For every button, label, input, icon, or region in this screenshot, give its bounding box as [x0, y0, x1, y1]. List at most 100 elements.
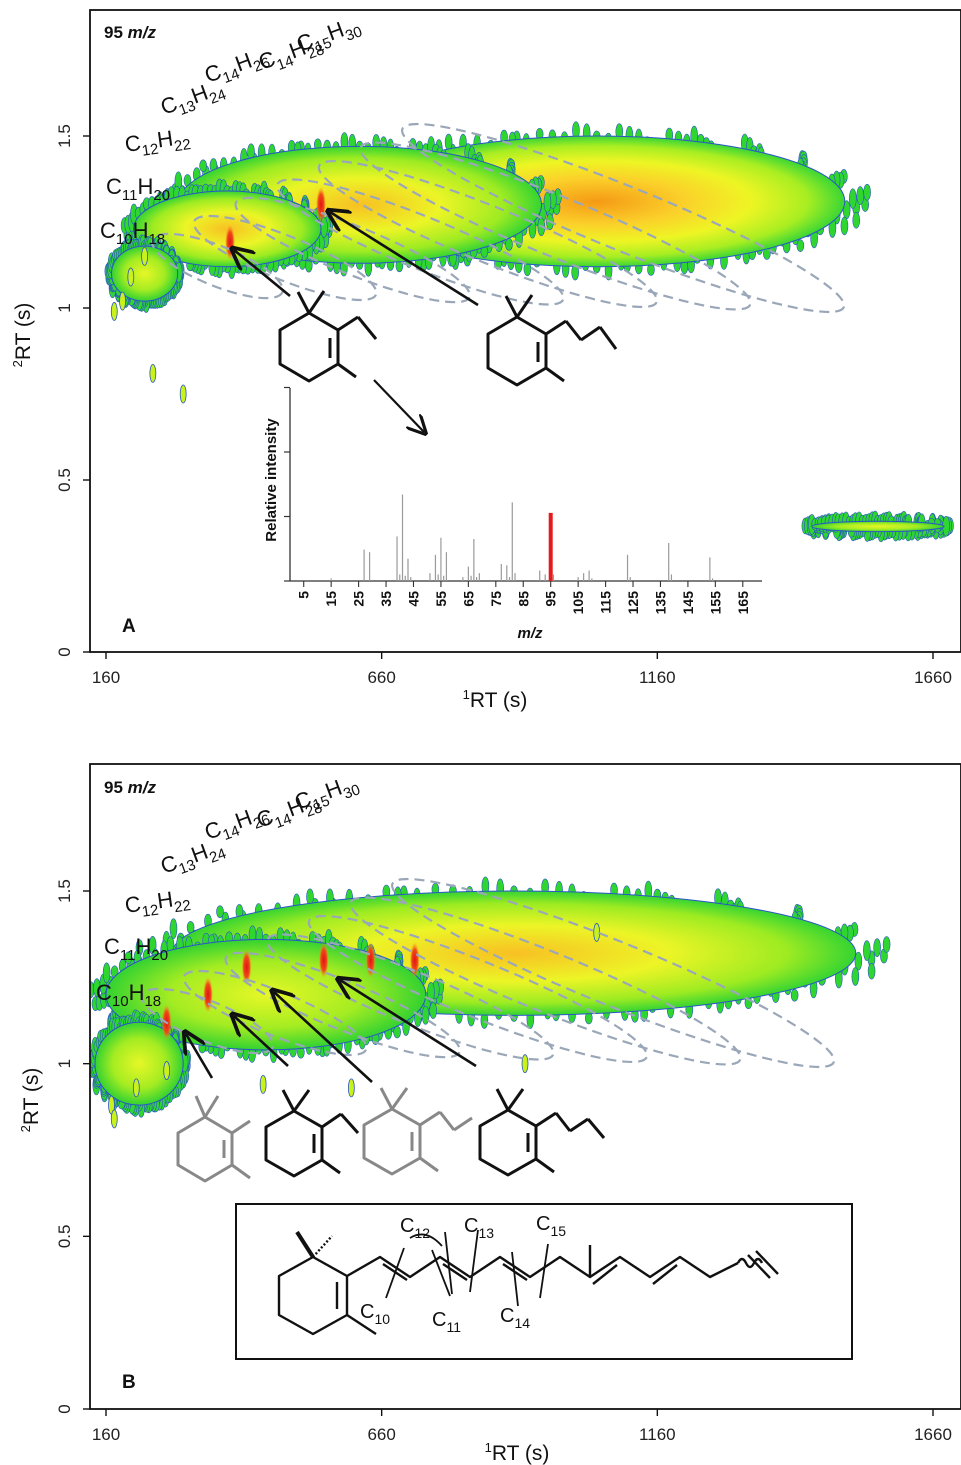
- y-tick-label: 0: [55, 1404, 74, 1413]
- intensity-blob: [111, 245, 179, 302]
- panel-a-arrow-2: [330, 212, 479, 307]
- panel-b-ion-label: 95 m/z: [104, 778, 156, 797]
- spectrum-xlabel: m/z: [517, 625, 543, 642]
- homologue-ellipse: [224, 951, 461, 1059]
- panel-b-heatmap: [90, 876, 891, 1129]
- spectrum-x-tick-label: 25: [351, 591, 367, 607]
- spectrum-x-tick-label: 125: [625, 591, 641, 615]
- edge-speck: [790, 988, 799, 1002]
- speck: [110, 302, 118, 321]
- edge-speck: [854, 951, 863, 971]
- spectrum-x-tick-label: 5: [296, 591, 312, 599]
- formula-label: C14H28: [253, 787, 324, 837]
- spectrum-x-tick-label: 135: [652, 591, 668, 615]
- homologue-ellipse: [141, 987, 274, 1055]
- edge-speck: [216, 905, 224, 918]
- edge-speck: [796, 239, 805, 252]
- edge-speck: [421, 1006, 430, 1025]
- panel-b-arrow-2: [234, 1016, 289, 1067]
- y-tick-label: 0.5: [55, 468, 74, 492]
- homologue-ellipse: [192, 214, 378, 302]
- panel-a-axes: 160 660 1160 1660 0 0.5 1 1.5: [55, 124, 952, 687]
- y-tick-label: 1.5: [55, 879, 74, 903]
- spectrum-x-tick-label: 105: [570, 591, 586, 615]
- speck: [347, 1078, 355, 1098]
- edge-speck: [429, 1002, 437, 1019]
- panel-a-arrow-to-spectrum: [373, 379, 424, 432]
- peak-spot: [409, 942, 420, 979]
- speck: [149, 363, 157, 383]
- intensity-blob: [811, 520, 945, 533]
- panel-a-arrow-1: [234, 250, 291, 298]
- intensity-region: [801, 510, 954, 543]
- speck: [593, 923, 601, 942]
- formula-label: C15H30: [291, 769, 362, 819]
- panel-b-structure-c10-icon: [176, 1095, 251, 1183]
- y-tick-label: 0: [55, 647, 74, 656]
- homologue-ellipse: [401, 122, 846, 314]
- carbon-label: C11: [432, 1309, 461, 1335]
- homologue-ellipse: [349, 896, 742, 1066]
- x-tick-label: 1160: [639, 668, 676, 687]
- panel-a-frame: [89, 9, 961, 653]
- edge-speck: [863, 940, 871, 961]
- speck: [141, 246, 148, 266]
- formula-label: C14H28: [255, 29, 326, 79]
- carbon-label: C10: [360, 1301, 390, 1327]
- edge-speck: [873, 938, 881, 957]
- panel-a-structure-c14-icon: [486, 294, 618, 387]
- homologue-ellipse: [276, 178, 565, 306]
- intensity-blob: [94, 1021, 184, 1106]
- panel-b-arrow-4: [340, 980, 477, 1068]
- speck: [132, 1078, 140, 1098]
- formula-label: C12H22: [123, 884, 192, 923]
- homologue-ellipse: [391, 877, 836, 1069]
- edge-speck: [851, 967, 860, 986]
- edge-speck: [427, 981, 435, 1003]
- x-tick-label: 1660: [914, 668, 952, 687]
- homologue-ellipse: [359, 141, 752, 311]
- homologue-ellipse: [234, 196, 471, 304]
- spectrum-x-tick-label: 95: [543, 591, 559, 607]
- speck: [110, 1109, 118, 1129]
- formula-label: C11H20: [106, 174, 170, 204]
- panel-a-letter: A: [122, 616, 136, 637]
- panel-b-xlabel: 1RT (s): [485, 1440, 550, 1465]
- spectrum-x-tick-label: 155: [707, 591, 723, 615]
- panel-a-xlabel: 1RT (s): [463, 687, 528, 712]
- y-tick-label: 1.5: [55, 124, 74, 148]
- edge-speck: [867, 962, 876, 980]
- carbon-label: C13: [464, 1215, 494, 1241]
- formula-label: C12H22: [123, 123, 192, 162]
- homologue-ellipse: [317, 159, 659, 309]
- carbon-label: C14: [500, 1305, 530, 1331]
- panel-b-axes: 160 660 1160 1660 0 0.5 1 1.5: [55, 879, 952, 1444]
- edge-speck: [444, 133, 453, 151]
- panel-a-ylabel: 2RT (s): [10, 303, 35, 368]
- panel-b-structure-c11-icon: [264, 1089, 360, 1178]
- retinoid-carbon-labels: C10 C11 C12 C13 C14 C15: [360, 1213, 566, 1335]
- x-tick-label: 1660: [914, 1425, 952, 1444]
- peak-spot: [202, 976, 213, 1013]
- retinoid-cleavage-marks: [385, 1229, 549, 1307]
- panel-a-heatmap: [104, 121, 954, 543]
- panel-b-structure-c12-icon: [362, 1087, 473, 1176]
- edge-speck: [863, 183, 871, 201]
- panel-b-frame: [89, 763, 961, 1410]
- spectrum-x-tick-label: 165: [735, 591, 751, 615]
- y-tick-label: 0.5: [55, 1225, 74, 1249]
- carbon-label: C15: [536, 1213, 566, 1239]
- speck: [259, 1074, 267, 1094]
- panel-b-ylabel: 2RT (s): [18, 1068, 43, 1133]
- edge-speck: [124, 951, 133, 965]
- edge-speck: [505, 238, 513, 251]
- edge-speck: [169, 918, 178, 939]
- intensity-blob: [105, 938, 427, 1051]
- edge-speck: [856, 186, 865, 205]
- panel-a-ion-label: 95 m/z: [104, 23, 156, 42]
- peak-spot: [318, 942, 329, 979]
- spectrum-ylabel: Relative intensity: [263, 418, 280, 542]
- spectrum-x-tick-label: 45: [405, 591, 421, 607]
- x-tick-label: 160: [92, 668, 120, 687]
